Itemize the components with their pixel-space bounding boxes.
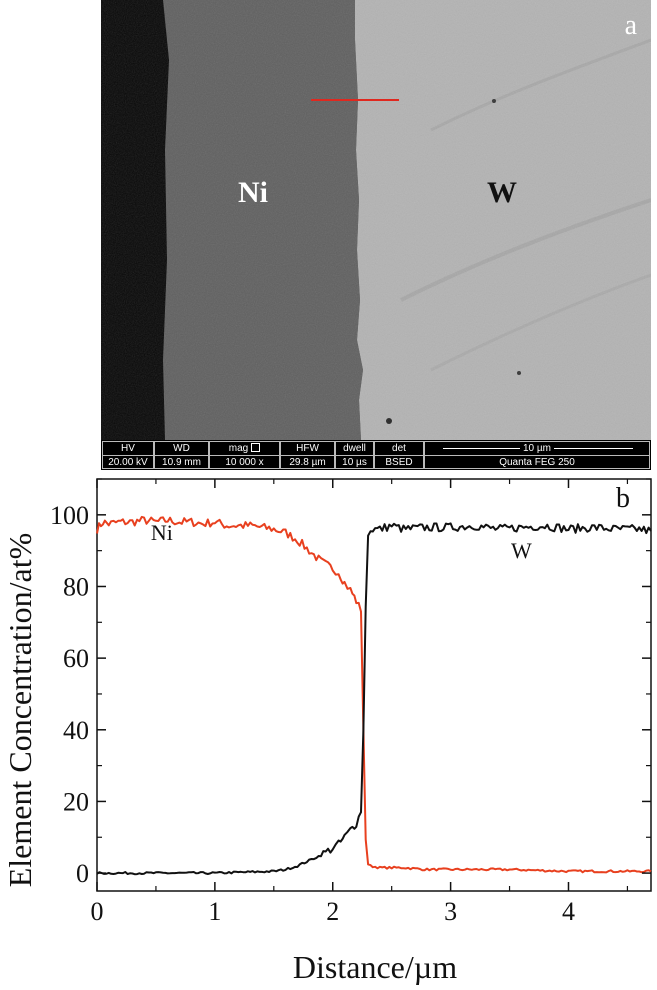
hv-cell: HV 20.00 kV [102,441,154,469]
series-line-ni [96,515,652,874]
scale-row: 10 µm [425,442,649,456]
mag-header: mag [228,443,249,454]
y-tick-label: 40 [63,716,89,745]
x-tick-label: 3 [444,897,457,926]
hv-value: 20.00 kV [108,457,148,468]
square-icon [251,443,261,452]
y-tick-label: 20 [63,787,89,816]
plot-area [96,478,652,892]
wd-value: 10.9 mm [162,457,201,468]
sem-micrograph-panel: Ni W a HV 20.00 kV WD 10.9 mm mag 10 000… [101,0,651,470]
y-axis-title: Element Concentration/at% [2,533,38,888]
scale-label: 10 µm [520,443,554,454]
eds-scan-line [311,99,399,101]
x-tick-label: 0 [91,897,104,926]
x-axis-title: Distance/µm [293,949,457,985]
line-scan-chart-panel: Ni W 0 1 2 3 4 0 20 40 60 80 100 b Distance/µm Elem… [0,470,657,990]
series-line-w [96,522,652,876]
ni-region-label: Ni [238,176,268,209]
dwell-cell: dwell 10 µs [335,441,374,469]
wd-cell: WD 10.9 mm [154,441,209,469]
series-annotation-w: W [511,538,532,563]
wd-header: WD [155,442,208,456]
panel-b-letter: b [616,483,630,514]
w-region-label: W [487,176,517,209]
y-tick-label: 80 [63,572,89,601]
scale-cell: 10 µm Quanta FEG 250 [424,441,650,469]
x-tick-label: 1 [208,897,221,926]
dwell-value: 10 µs [342,457,367,468]
hfw-cell: HFW 29.8 µm [280,441,335,469]
det-cell: det BSED [374,441,424,469]
y-tick-label: 60 [63,644,89,673]
det-value: BSED [385,457,413,468]
det-header: det [375,442,423,456]
scale-text-wrap: 10 µm [425,442,649,455]
dwell-header: dwell [336,442,373,456]
noise-overlay [101,0,651,440]
hfw-value: 29.8 µm [289,457,326,468]
mag-header-wrap: mag [210,442,279,456]
y-tick-label: 100 [50,501,89,530]
y-tick-label: 0 [76,859,89,888]
hfw-header: HFW [281,442,334,456]
series-annotation-ni: Ni [151,520,173,545]
sem-image [101,0,651,440]
x-tick-label: 4 [562,897,575,926]
mag-value: 10 000 x [225,457,264,468]
plot-frame [96,478,652,892]
panel-a-letter: a [624,10,637,41]
mag-cell: mag 10 000 x [209,441,280,469]
instrument-name: Quanta FEG 250 [499,457,575,468]
series-layer: Ni W [96,515,652,876]
hv-header: HV [103,442,153,456]
x-tick-label: 2 [326,897,339,926]
sem-data-bar: HV 20.00 kV WD 10.9 mm mag 10 000 x HFW … [101,440,651,470]
